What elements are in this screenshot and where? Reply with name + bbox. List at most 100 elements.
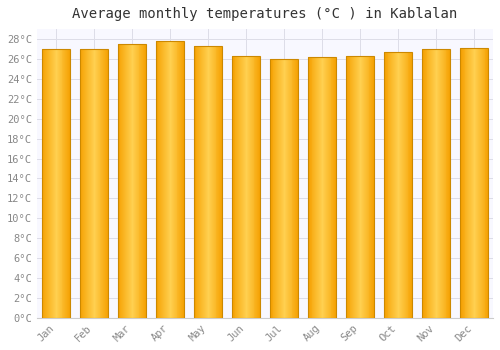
Bar — [57, 49, 58, 318]
Bar — [212, 46, 214, 318]
Bar — [42, 49, 70, 318]
Bar — [201, 46, 202, 318]
Bar — [214, 46, 216, 318]
Bar — [238, 56, 240, 318]
Bar — [359, 56, 360, 318]
Bar — [100, 49, 102, 318]
Bar — [312, 57, 314, 318]
Bar — [176, 41, 178, 318]
Bar — [44, 49, 46, 318]
Bar — [320, 57, 321, 318]
Bar — [106, 49, 107, 318]
Bar — [476, 48, 477, 318]
Bar — [203, 46, 204, 318]
Bar — [392, 52, 394, 318]
Bar — [350, 56, 352, 318]
Bar — [278, 59, 279, 318]
Bar — [316, 57, 317, 318]
Bar — [194, 46, 196, 318]
Bar — [285, 59, 286, 318]
Bar — [55, 49, 56, 318]
Bar — [460, 48, 462, 318]
Bar — [287, 59, 288, 318]
Bar — [272, 59, 274, 318]
Bar — [402, 52, 403, 318]
Bar — [91, 49, 92, 318]
Bar — [442, 49, 444, 318]
Bar — [401, 52, 402, 318]
Bar — [169, 41, 170, 318]
Bar — [314, 57, 316, 318]
Bar — [133, 44, 134, 318]
Bar — [437, 49, 438, 318]
Bar — [286, 59, 287, 318]
Bar — [279, 59, 280, 318]
Bar — [122, 44, 124, 318]
Bar — [145, 44, 146, 318]
Bar — [221, 46, 222, 318]
Bar — [144, 44, 145, 318]
Bar — [93, 49, 94, 318]
Bar — [84, 49, 86, 318]
Bar — [406, 52, 408, 318]
Bar — [308, 57, 336, 318]
Bar — [54, 49, 55, 318]
Bar — [92, 49, 93, 318]
Bar — [136, 44, 138, 318]
Bar — [170, 41, 171, 318]
Bar — [56, 49, 57, 318]
Bar — [475, 48, 476, 318]
Bar — [321, 57, 322, 318]
Bar — [162, 41, 163, 318]
Bar — [446, 49, 448, 318]
Bar — [172, 41, 174, 318]
Bar — [270, 59, 298, 318]
Bar — [281, 59, 282, 318]
Bar — [69, 49, 70, 318]
Bar — [102, 49, 104, 318]
Bar — [334, 57, 336, 318]
Bar — [248, 56, 249, 318]
Bar — [68, 49, 69, 318]
Bar — [448, 49, 450, 318]
Bar — [52, 49, 53, 318]
Bar — [163, 41, 164, 318]
Bar — [138, 44, 140, 318]
Bar — [200, 46, 201, 318]
Bar — [288, 59, 290, 318]
Bar — [478, 48, 479, 318]
Bar — [408, 52, 410, 318]
Bar — [362, 56, 363, 318]
Bar — [125, 44, 126, 318]
Bar — [178, 41, 180, 318]
Bar — [323, 57, 324, 318]
Bar — [355, 56, 356, 318]
Bar — [232, 56, 234, 318]
Bar — [48, 49, 49, 318]
Bar — [283, 59, 284, 318]
Bar — [396, 52, 397, 318]
Bar — [477, 48, 478, 318]
Bar — [209, 46, 210, 318]
Bar — [132, 44, 133, 318]
Bar — [232, 56, 260, 318]
Bar — [246, 56, 247, 318]
Bar — [473, 48, 474, 318]
Bar — [259, 56, 260, 318]
Bar — [124, 44, 125, 318]
Bar — [394, 52, 395, 318]
Bar — [211, 46, 212, 318]
Bar — [244, 56, 245, 318]
Bar — [470, 48, 471, 318]
Bar — [247, 56, 248, 318]
Bar — [104, 49, 105, 318]
Bar — [205, 46, 206, 318]
Bar — [290, 59, 292, 318]
Bar — [194, 46, 222, 318]
Bar — [165, 41, 166, 318]
Bar — [317, 57, 318, 318]
Bar — [131, 44, 132, 318]
Bar — [308, 57, 310, 318]
Bar — [368, 56, 370, 318]
Bar — [49, 49, 50, 318]
